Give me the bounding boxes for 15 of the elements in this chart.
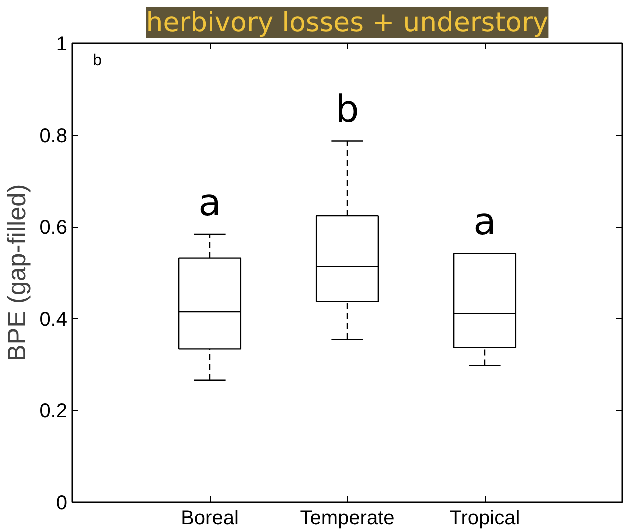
- annotation: b: [336, 87, 360, 132]
- annotation: b: [93, 52, 102, 70]
- y-axis-title: BPE (gap-filled): [4, 184, 32, 362]
- annotation: a: [198, 180, 222, 224]
- chart-title: herbivory losses + understory: [146, 8, 549, 38]
- x-tick-label: Boreal: [181, 508, 239, 530]
- x-tick-label: Temperate: [300, 508, 395, 530]
- x-tick-label: Tropical: [450, 508, 520, 530]
- y-tick-label: 0.2: [40, 400, 68, 423]
- y-tick-label: 0.8: [40, 125, 68, 148]
- y-tick-label: 0: [56, 492, 68, 514]
- y-tick-label: 1: [56, 34, 68, 56]
- y-tick-label: 0.4: [40, 308, 68, 331]
- y-tick-label: 0.6: [40, 217, 68, 240]
- annotation: a: [474, 200, 496, 244]
